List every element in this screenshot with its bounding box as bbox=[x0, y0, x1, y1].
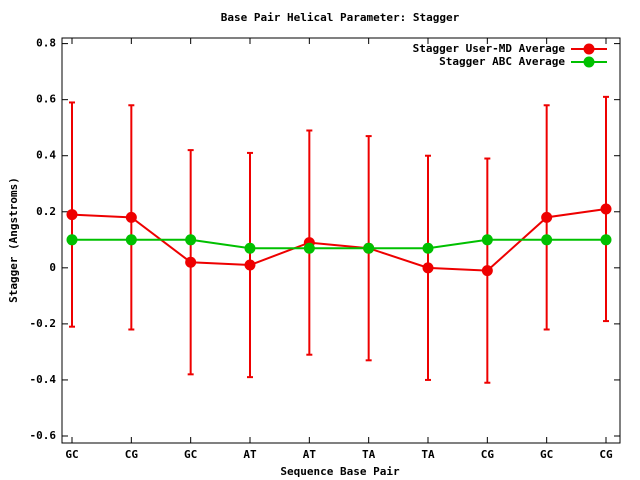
y-axis-label: Stagger (Angstroms) bbox=[7, 177, 20, 303]
y-tick-label: 0.6 bbox=[36, 93, 56, 106]
point bbox=[422, 242, 434, 254]
legend-label: Stagger User-MD Average bbox=[413, 42, 566, 55]
x-tick-label: TA bbox=[421, 448, 435, 461]
x-tick-label: AT bbox=[243, 448, 257, 461]
point bbox=[244, 259, 256, 271]
chart-title: Base Pair Helical Parameter: Stagger bbox=[221, 11, 460, 24]
point bbox=[125, 234, 137, 246]
x-tick-label: CG bbox=[599, 448, 613, 461]
y-tick-label: -0.6 bbox=[30, 429, 57, 442]
point bbox=[303, 242, 315, 254]
point bbox=[481, 265, 493, 277]
y-tick-label: 0.2 bbox=[36, 205, 56, 218]
legend-label: Stagger ABC Average bbox=[439, 55, 565, 68]
point bbox=[481, 234, 493, 246]
y-tick-label: 0.8 bbox=[36, 37, 56, 50]
point bbox=[66, 234, 78, 246]
x-tick-label: TA bbox=[362, 448, 376, 461]
point bbox=[125, 211, 137, 223]
point bbox=[600, 234, 612, 246]
point bbox=[541, 234, 553, 246]
x-tick-label: GC bbox=[65, 448, 78, 461]
x-tick-label: CG bbox=[125, 448, 139, 461]
series-line bbox=[72, 238, 606, 250]
y-tick-label: -0.2 bbox=[30, 317, 57, 330]
point bbox=[185, 256, 197, 268]
legend-marker bbox=[583, 43, 595, 55]
x-tick-label: GC bbox=[540, 448, 553, 461]
x-tick-label: CG bbox=[481, 448, 495, 461]
y-tick-label: -0.4 bbox=[30, 373, 57, 386]
legend-marker bbox=[583, 56, 595, 68]
x-tick-label: AT bbox=[303, 448, 317, 461]
point bbox=[66, 209, 78, 221]
plot-frame bbox=[61, 37, 621, 444]
point bbox=[541, 211, 553, 223]
y-tick-label: 0.4 bbox=[36, 149, 56, 162]
point bbox=[422, 262, 434, 274]
y-tick-label: 0 bbox=[49, 261, 56, 274]
point bbox=[185, 234, 197, 246]
point bbox=[600, 203, 612, 215]
point bbox=[244, 242, 256, 254]
point bbox=[363, 242, 375, 254]
x-tick-label: GC bbox=[184, 448, 197, 461]
x-axis-label: Sequence Base Pair bbox=[280, 465, 400, 478]
